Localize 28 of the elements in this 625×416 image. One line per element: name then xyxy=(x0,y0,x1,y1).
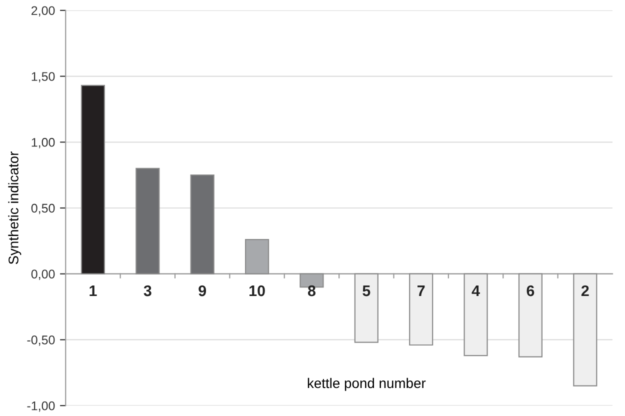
x-tick-label: 9 xyxy=(198,285,206,296)
bar xyxy=(190,174,214,274)
x-tick-label: 8 xyxy=(308,285,316,296)
x-axis-title: kettle pond number xyxy=(308,378,426,391)
bar xyxy=(354,273,378,343)
y-tick-label: 1,50 xyxy=(32,72,55,82)
x-tick-label: 6 xyxy=(526,285,534,296)
bar xyxy=(409,273,434,346)
x-tick-label: 7 xyxy=(418,286,425,296)
bar xyxy=(136,168,160,274)
x-tick-label: 2 xyxy=(581,285,589,296)
y-tick-label: -0,50 xyxy=(27,336,55,346)
y-axis-title: Synthetic indicator xyxy=(8,151,22,264)
x-tick-label: 3 xyxy=(144,285,152,296)
bar xyxy=(244,239,270,274)
x-tick-label: 1 xyxy=(90,286,97,296)
y-tick-label: 2,00 xyxy=(32,6,55,17)
bar xyxy=(464,273,488,356)
bar xyxy=(80,84,106,274)
bar xyxy=(518,273,543,358)
y-tick-label: 0,50 xyxy=(31,204,55,214)
y-tick-label: -1,00 xyxy=(27,401,55,412)
x-tick-label: 4 xyxy=(472,286,480,296)
x-tick-label: 5 xyxy=(362,286,370,296)
y-tick-label: 0,00 xyxy=(31,270,55,280)
y-tick-label: 1,00 xyxy=(32,138,55,148)
bar xyxy=(573,273,598,386)
x-tick-label: 10 xyxy=(249,285,265,296)
